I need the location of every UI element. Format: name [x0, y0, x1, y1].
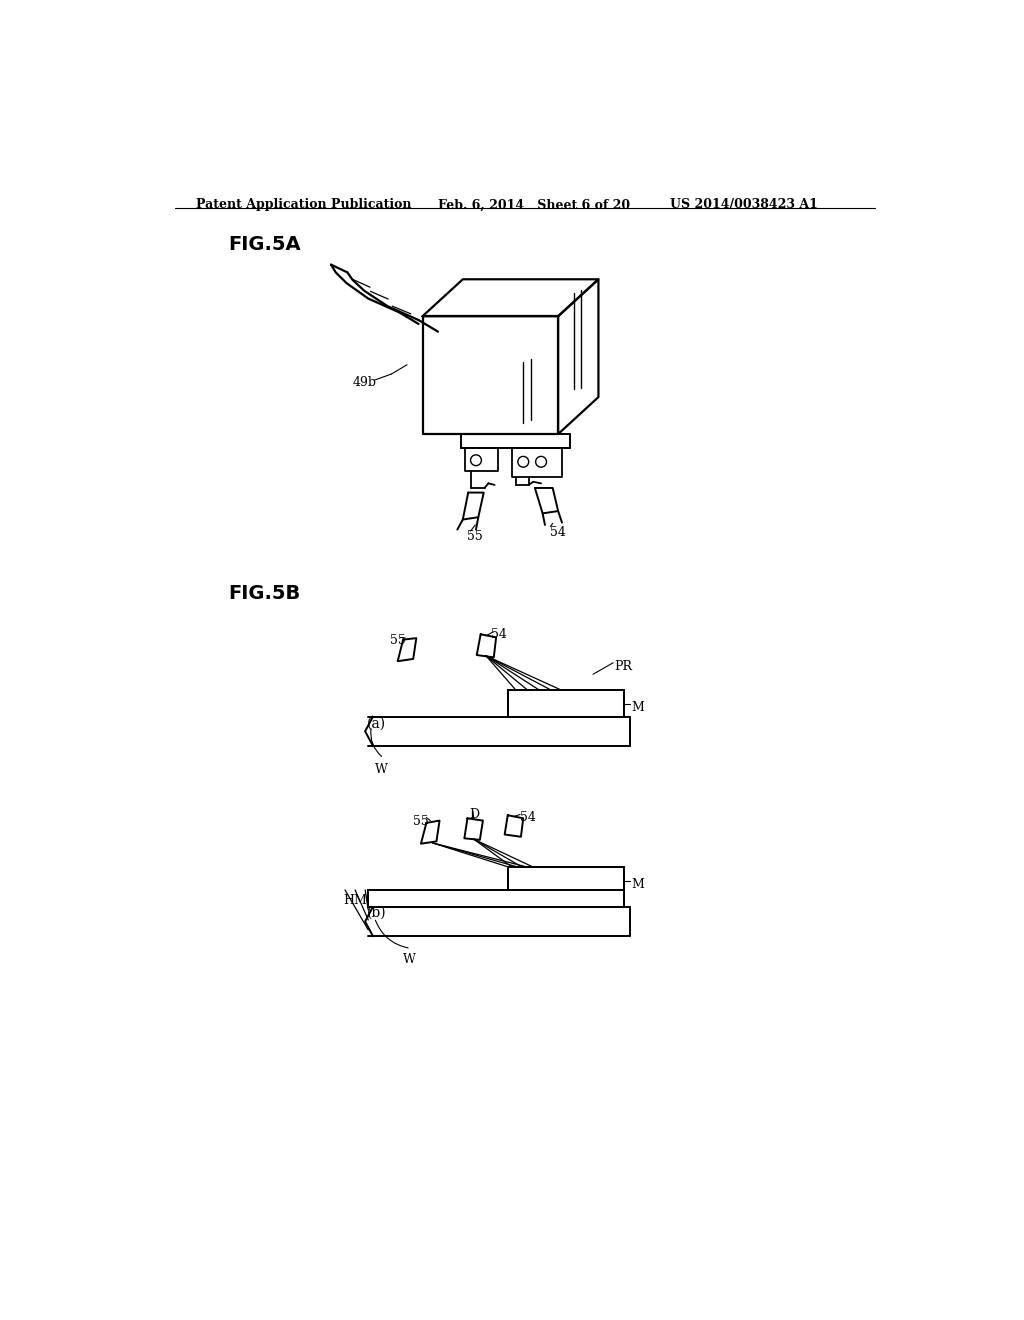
Text: PR: PR: [614, 660, 633, 673]
Text: 49b: 49b: [352, 376, 377, 388]
Text: (b): (b): [367, 906, 386, 919]
Text: 54: 54: [490, 628, 507, 642]
Text: FIG.5B: FIG.5B: [228, 585, 301, 603]
Text: M: M: [632, 878, 645, 891]
Text: (a): (a): [367, 717, 386, 731]
Bar: [369, 890, 624, 907]
Text: 55: 55: [390, 635, 406, 647]
Text: D: D: [469, 808, 479, 821]
Text: Feb. 6, 2014   Sheet 6 of 20: Feb. 6, 2014 Sheet 6 of 20: [438, 198, 630, 211]
Bar: [369, 890, 624, 907]
Text: W: W: [403, 953, 416, 966]
Text: Patent Application Publication: Patent Application Publication: [197, 198, 412, 211]
Text: FIG.5A: FIG.5A: [228, 235, 301, 255]
Text: 55: 55: [467, 529, 483, 543]
Text: 55: 55: [414, 816, 429, 828]
Bar: [508, 689, 624, 717]
Bar: [508, 867, 624, 890]
Text: W: W: [375, 763, 387, 776]
Text: HM: HM: [343, 894, 368, 907]
Text: M: M: [632, 701, 645, 714]
Bar: [508, 689, 624, 717]
Text: US 2014/0038423 A1: US 2014/0038423 A1: [671, 198, 818, 211]
Text: 54: 54: [520, 810, 536, 824]
Text: 54: 54: [550, 527, 566, 540]
Bar: [508, 867, 624, 890]
